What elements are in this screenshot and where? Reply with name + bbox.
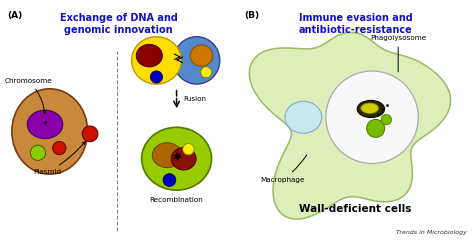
- Ellipse shape: [357, 101, 384, 118]
- Ellipse shape: [132, 37, 181, 84]
- Ellipse shape: [190, 45, 213, 66]
- Ellipse shape: [285, 101, 322, 133]
- Ellipse shape: [137, 44, 162, 67]
- Circle shape: [150, 71, 163, 83]
- Text: Wall-deficient cells: Wall-deficient cells: [299, 203, 412, 214]
- Ellipse shape: [361, 103, 379, 113]
- Ellipse shape: [27, 110, 63, 139]
- Text: Plasmid: Plasmid: [33, 142, 85, 175]
- Circle shape: [381, 114, 392, 125]
- Text: (B): (B): [244, 10, 259, 20]
- Text: Chromosome: Chromosome: [5, 78, 53, 113]
- Circle shape: [163, 174, 176, 186]
- Ellipse shape: [152, 143, 182, 168]
- Circle shape: [367, 119, 384, 137]
- Text: Recombination: Recombination: [150, 197, 203, 203]
- Text: (A): (A): [7, 10, 22, 20]
- Circle shape: [82, 126, 98, 142]
- Circle shape: [201, 67, 211, 78]
- Polygon shape: [249, 32, 451, 219]
- Text: Macrophage: Macrophage: [261, 155, 307, 183]
- Circle shape: [30, 145, 46, 160]
- Ellipse shape: [142, 127, 211, 190]
- Text: Immune evasion and
antibiotic-resistance: Immune evasion and antibiotic-resistance: [299, 13, 412, 35]
- Ellipse shape: [171, 147, 196, 170]
- Text: Fusion: Fusion: [184, 96, 207, 102]
- Circle shape: [326, 71, 418, 163]
- Circle shape: [53, 142, 66, 155]
- Text: Trends in Microbiology: Trends in Microbiology: [396, 230, 467, 234]
- Circle shape: [183, 143, 194, 155]
- Text: Exchange of DNA and
genomic innovation: Exchange of DNA and genomic innovation: [60, 13, 177, 35]
- Ellipse shape: [12, 89, 88, 174]
- Text: Phagolysosome: Phagolysosome: [370, 35, 426, 72]
- Ellipse shape: [173, 37, 220, 84]
